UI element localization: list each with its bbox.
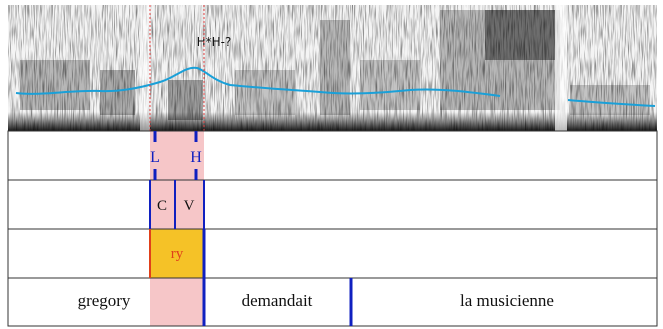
peak-label: H*H-?	[197, 35, 232, 49]
syllable-label: ry	[171, 246, 184, 262]
word-label-gregory: gregory	[78, 291, 131, 310]
tone-label-h: H	[190, 149, 202, 166]
tone-ticks	[153, 131, 198, 180]
word-label-demandait: demandait	[242, 291, 313, 310]
pitch-track	[15, 66, 501, 97]
word-label-la-musicienne: la musicienne	[460, 291, 554, 310]
spectrogram	[8, 5, 657, 131]
segment-boundaries	[149, 180, 205, 229]
segment-label-c: C	[157, 198, 167, 214]
tier-frame	[7, 130, 658, 327]
syllable-box	[150, 229, 204, 278]
pitch-track-tail	[567, 99, 656, 107]
segment-label-v: V	[184, 198, 195, 214]
tone-label-l: L	[150, 149, 160, 166]
